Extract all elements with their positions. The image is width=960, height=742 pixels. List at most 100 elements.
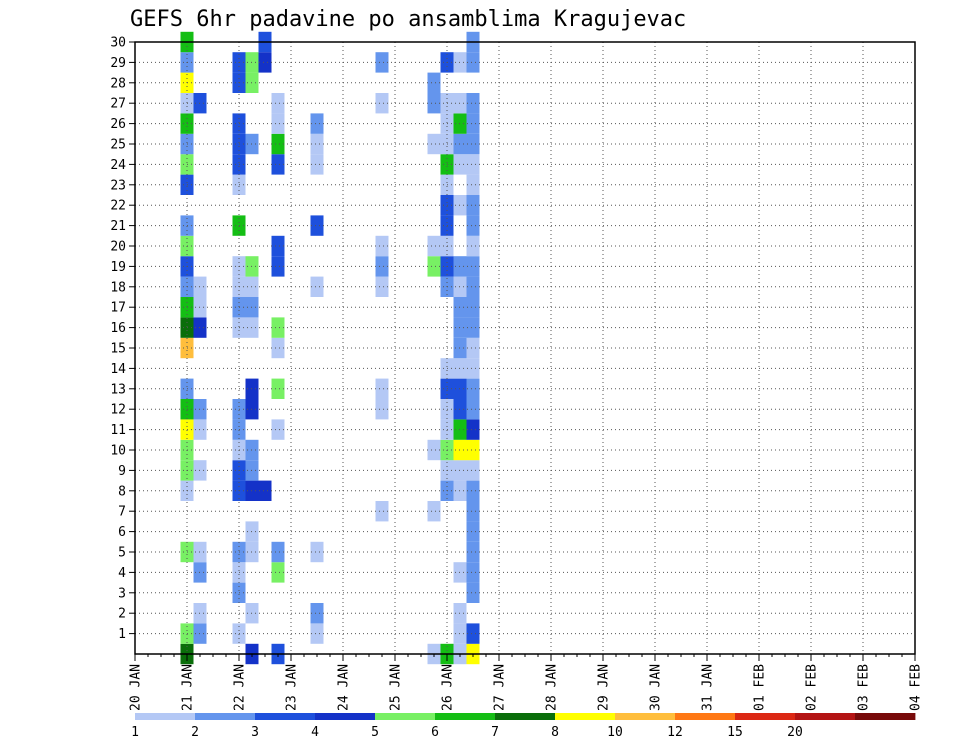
heatmap-cell <box>466 215 480 236</box>
heatmap-cell <box>271 256 285 277</box>
heatmap-cell <box>375 501 389 522</box>
colorbar-swatch <box>435 713 496 720</box>
heatmap-cell <box>466 501 480 522</box>
colorbar-label: 4 <box>311 725 319 740</box>
colorbar-swatch <box>735 713 796 720</box>
colorbar-swatch <box>255 713 316 720</box>
heatmap-cell <box>375 276 389 297</box>
y-tick-label: 20 <box>110 240 126 255</box>
heatmap-cell <box>271 154 285 175</box>
x-tick-label: 02 FEB <box>805 664 820 711</box>
heatmap-cell <box>466 235 480 257</box>
heatmap-cell <box>271 93 285 114</box>
colorbar-label: 1 <box>131 725 139 740</box>
y-tick-label: 30 <box>110 36 126 51</box>
colorbar-label: 7 <box>491 725 499 740</box>
heatmap-cell <box>310 541 324 563</box>
y-tick-label: 23 <box>110 178 126 193</box>
heatmap-cell <box>271 541 285 563</box>
colorbar-label: 6 <box>431 725 439 740</box>
heatmap-cell <box>310 154 324 175</box>
heatmap-cell <box>466 582 480 603</box>
colorbar: 1 2 3 4 5 6 7 8 10 12 15 20 <box>131 713 916 740</box>
y-tick-label: 3 <box>118 586 126 601</box>
y-tick-label: 18 <box>110 280 126 295</box>
colorbar-swatch <box>195 713 256 720</box>
colorbar-label: 5 <box>371 725 379 740</box>
heatmap-cell <box>375 378 389 399</box>
y-tick-label: 6 <box>118 525 126 540</box>
x-tick-label: 27 JAN <box>493 664 508 711</box>
heatmap-cell <box>310 133 324 155</box>
heatmap-cell <box>375 52 389 73</box>
colorbar-swatch <box>855 713 916 720</box>
heatmap-cell <box>466 562 480 583</box>
heatmap-cell <box>466 154 480 175</box>
y-tick-label: 19 <box>110 260 126 275</box>
colorbar-swatch <box>135 713 196 720</box>
heatmap-cell <box>466 297 480 318</box>
y-tick-label: 16 <box>110 321 126 336</box>
y-tick-label: 26 <box>110 117 126 132</box>
y-tick-label: 21 <box>110 219 126 234</box>
y-tick-label: 1 <box>118 627 126 642</box>
heatmap-cell <box>271 337 285 359</box>
heatmap-cell <box>271 378 285 399</box>
x-tick-label: 03 FEB <box>857 664 872 711</box>
y-tick-label: 14 <box>110 362 126 377</box>
heatmap-cell <box>375 399 389 420</box>
x-tick-label: 04 FEB <box>909 664 924 711</box>
colorbar-swatch <box>495 713 556 720</box>
heatmap-cell <box>427 93 441 114</box>
x-tick-label: 25 JAN <box>389 664 404 711</box>
heatmap-cell <box>310 113 324 134</box>
colorbar-swatch <box>675 713 736 720</box>
heatmap-cell <box>258 480 272 501</box>
heatmap-cell <box>427 501 441 522</box>
heatmap-cell <box>466 133 480 155</box>
heatmap-cell <box>466 337 480 359</box>
heatmap-cell <box>466 113 480 134</box>
heatmap-cell <box>466 541 480 563</box>
y-axis-ticks: 1234567891011121314151617181920212223242… <box>110 36 135 642</box>
y-tick-label: 8 <box>118 484 126 499</box>
y-tick-label: 2 <box>118 607 126 622</box>
heatmap-cell <box>427 72 441 93</box>
colorbar-swatch <box>615 713 676 720</box>
x-tick-label: 01 FEB <box>753 664 768 711</box>
plot-area <box>135 42 915 654</box>
heatmap-cell <box>310 215 324 236</box>
y-tick-label: 24 <box>110 158 126 173</box>
y-tick-label: 12 <box>110 403 126 418</box>
heatmap-cell <box>466 439 480 461</box>
colorbar-label: 12 <box>667 725 683 740</box>
heatmap-cell <box>271 133 285 155</box>
heatmap-cell <box>375 235 389 257</box>
x-axis-ticks: 20 JAN 21 JAN 22 JAN 23 JAN 24 JAN 25 JAN 26 J… <box>129 654 924 711</box>
x-tick-label: 21 JAN <box>181 664 196 711</box>
heatmap-cell <box>310 623 324 644</box>
x-tick-label: 20 JAN <box>129 664 144 711</box>
colorbar-label: 3 <box>251 725 259 740</box>
y-tick-label: 17 <box>110 301 126 316</box>
colorbar-label: 10 <box>607 725 623 740</box>
x-tick-label: 24 JAN <box>337 664 352 711</box>
y-tick-label: 25 <box>110 138 126 153</box>
colorbar-swatch <box>375 713 436 720</box>
x-tick-label: 31 JAN <box>701 664 716 711</box>
colorbar-label: 2 <box>191 725 199 740</box>
heatmap-cell <box>466 93 480 114</box>
heatmap-cell <box>466 276 480 297</box>
heatmap-cell <box>466 399 480 420</box>
heatmap-cell <box>310 276 324 297</box>
x-tick-label: 29 JAN <box>597 664 612 711</box>
heatmap-cell <box>310 603 324 624</box>
heatmap-cell <box>375 256 389 277</box>
heatmap-cell <box>466 460 480 481</box>
heatmap-cell <box>466 358 480 379</box>
x-tick-label: 23 JAN <box>285 664 300 711</box>
y-tick-label: 4 <box>118 566 126 581</box>
chart-title: GEFS 6hr padavine po ansamblima Kragujev… <box>130 7 686 32</box>
heatmap-cell <box>271 562 285 583</box>
y-tick-label: 7 <box>118 505 126 520</box>
